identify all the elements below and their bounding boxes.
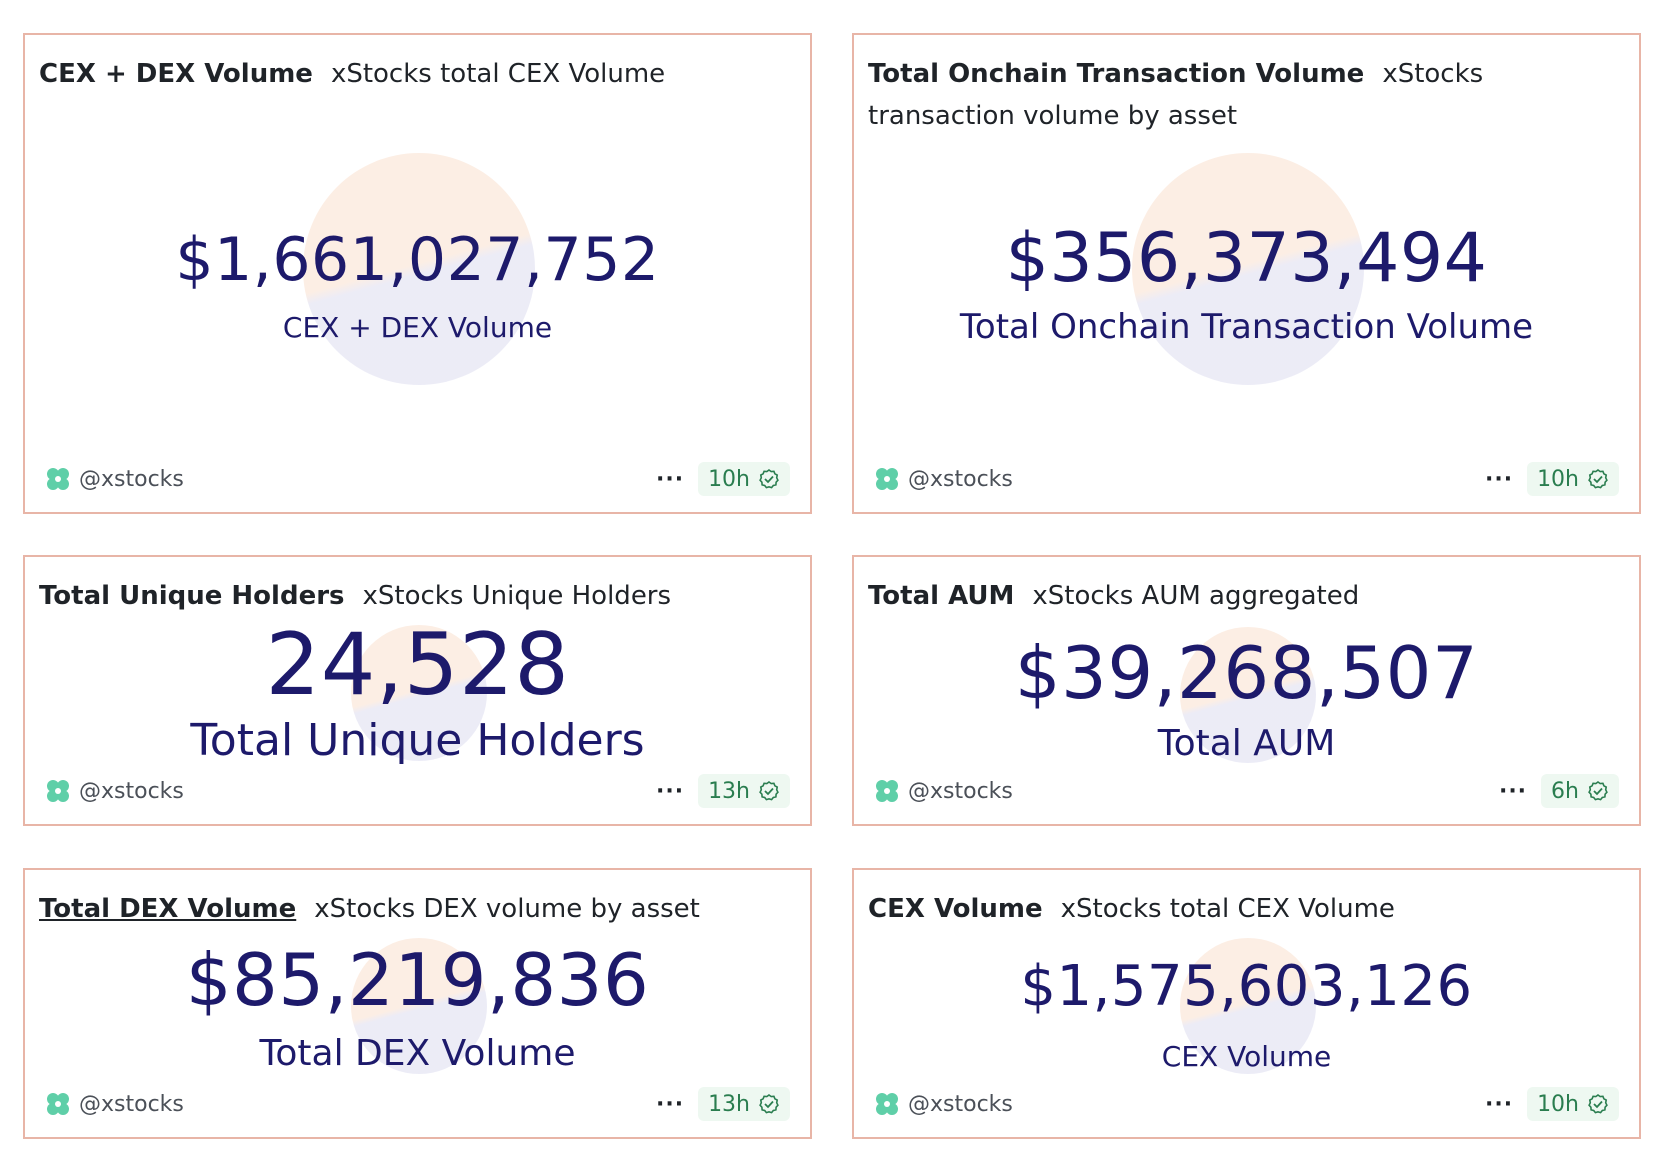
owner-flower-icon — [47, 468, 69, 490]
owner-handle: @xstocks — [908, 778, 1013, 804]
more-options-button[interactable]: ··· — [1484, 466, 1514, 492]
counter-card-dex-volume: Total DEX Volume xStocks DEX volume by as… — [23, 868, 812, 1139]
card-header: CEX + DEX Volume xStocks total CEX Volume — [39, 53, 750, 95]
card-header: Total AUM xStocks AUM aggregated — [868, 575, 1579, 617]
refresh-age-badge[interactable]: 10h — [1527, 462, 1619, 496]
counter-card-total-aum: Total AUM xStocks AUM aggregated $39,268,… — [852, 555, 1641, 826]
owner-link[interactable]: @xstocks — [45, 778, 184, 804]
owner-handle: @xstocks — [908, 1091, 1013, 1117]
more-options-button[interactable]: ··· — [1484, 1091, 1514, 1117]
card-footer: @xstocks ··· 10h — [874, 1087, 1619, 1121]
verified-check-icon — [1588, 1094, 1608, 1114]
card-subtitle: xStocks AUM aggregated — [1032, 581, 1360, 611]
background-blob — [351, 625, 487, 761]
metric-value: $356,373,494 — [1005, 219, 1488, 298]
owner-link[interactable]: @xstocks — [45, 1091, 184, 1117]
metric-value: 24,528 — [265, 615, 570, 715]
refresh-age-badge[interactable]: 13h — [698, 774, 790, 808]
more-options-button[interactable]: ··· — [1498, 778, 1528, 804]
owner-link[interactable]: @xstocks — [45, 466, 184, 492]
card-subtitle: xStocks total CEX Volume — [330, 59, 666, 89]
owner-flower-icon — [876, 780, 898, 802]
card-footer: @xstocks ··· 6h — [874, 774, 1619, 808]
owner-handle: @xstocks — [79, 1091, 184, 1117]
card-footer: @xstocks ··· 10h — [45, 462, 790, 496]
owner-flower-icon — [47, 1093, 69, 1115]
background-blob — [351, 938, 487, 1074]
card-footer: @xstocks ··· 13h — [45, 1087, 790, 1121]
age-text: 10h — [708, 466, 750, 492]
owner-handle: @xstocks — [79, 778, 184, 804]
card-title-link[interactable]: Total DEX Volume — [39, 894, 297, 924]
metric-label: Total Unique Holders — [190, 715, 645, 766]
owner-flower-icon — [876, 468, 898, 490]
card-title-link[interactable]: Total Onchain Transaction Volume — [868, 59, 1365, 89]
card-title-link[interactable]: Total Unique Holders — [39, 581, 345, 611]
verified-check-icon — [759, 1094, 779, 1114]
owner-flower-icon — [876, 1093, 898, 1115]
refresh-age-badge[interactable]: 6h — [1541, 774, 1619, 808]
more-options-button[interactable]: ··· — [655, 1091, 685, 1117]
metric-label: Total Onchain Transaction Volume — [959, 307, 1534, 347]
background-blob — [303, 153, 535, 385]
age-text: 10h — [1537, 466, 1579, 492]
more-options-button[interactable]: ··· — [655, 778, 685, 804]
owner-link[interactable]: @xstocks — [874, 778, 1013, 804]
card-footer: @xstocks ··· 10h — [874, 462, 1619, 496]
refresh-age-badge[interactable]: 13h — [698, 1087, 790, 1121]
metric-value: $39,268,507 — [1014, 631, 1479, 715]
card-header: Total Onchain Transaction Volume xStocks … — [868, 53, 1579, 137]
counter-card-unique-holders: Total Unique Holders xStocks Unique Holde… — [23, 555, 812, 826]
verified-check-icon — [759, 469, 779, 489]
age-text: 10h — [1537, 1091, 1579, 1117]
metric-label: Total AUM — [1157, 723, 1336, 764]
age-text: 13h — [708, 778, 750, 804]
owner-handle: @xstocks — [79, 466, 184, 492]
more-options-button[interactable]: ··· — [655, 466, 685, 492]
counter-card-onchain-volume: Total Onchain Transaction Volume xStocks … — [852, 33, 1641, 514]
owner-link[interactable]: @xstocks — [874, 1091, 1013, 1117]
age-text: 13h — [708, 1091, 750, 1117]
counter-card-cex-volume: CEX Volume xStocks total CEX Volume $1,57… — [852, 868, 1641, 1139]
metric-value: $1,661,027,752 — [175, 225, 660, 295]
owner-flower-icon — [47, 780, 69, 802]
background-blob — [1180, 627, 1316, 763]
verified-check-icon — [1588, 469, 1608, 489]
card-header: Total DEX Volume xStocks DEX volume by as… — [39, 888, 750, 930]
background-blob — [1132, 153, 1364, 385]
verified-check-icon — [1588, 781, 1608, 801]
metric-label: CEX Volume — [1161, 1040, 1332, 1073]
counter-card-cex-dex-volume: CEX + DEX Volume xStocks total CEX Volume… — [23, 33, 812, 514]
card-subtitle: xStocks total CEX Volume — [1060, 894, 1395, 924]
card-header: CEX Volume xStocks total CEX Volume — [868, 888, 1579, 930]
metric-value: $1,575,603,126 — [1020, 954, 1473, 1019]
metric-label: CEX + DEX Volume — [282, 311, 553, 344]
refresh-age-badge[interactable]: 10h — [1527, 1087, 1619, 1121]
card-subtitle: xStocks DEX volume by asset — [314, 894, 700, 924]
refresh-age-badge[interactable]: 10h — [698, 462, 790, 496]
card-title-link[interactable]: CEX + DEX Volume — [39, 59, 313, 89]
card-title-link[interactable]: Total AUM — [868, 581, 1015, 611]
metric-label: Total DEX Volume — [259, 1033, 576, 1074]
owner-handle: @xstocks — [908, 466, 1013, 492]
verified-check-icon — [759, 781, 779, 801]
card-footer: @xstocks ··· 13h — [45, 774, 790, 808]
card-subtitle: xStocks transaction volume by asset — [868, 59, 1484, 131]
card-header: Total Unique Holders xStocks Unique Holde… — [39, 575, 750, 617]
card-title-link[interactable]: CEX Volume — [868, 894, 1043, 924]
owner-link[interactable]: @xstocks — [874, 466, 1013, 492]
metric-value: $85,219,836 — [185, 938, 650, 1022]
card-subtitle: xStocks Unique Holders — [362, 581, 672, 611]
background-blob — [1180, 938, 1316, 1074]
age-text: 6h — [1551, 778, 1579, 804]
